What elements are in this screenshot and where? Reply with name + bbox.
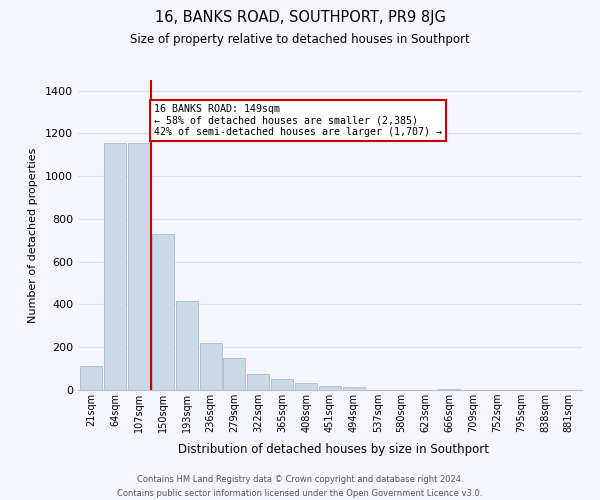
Bar bbox=[439, 389, 460, 390]
Text: Distribution of detached houses by size in Southport: Distribution of detached houses by size … bbox=[178, 442, 488, 456]
Bar bbox=[247, 374, 269, 390]
Bar bbox=[200, 343, 221, 390]
Y-axis label: Number of detached properties: Number of detached properties bbox=[28, 148, 38, 322]
Text: Contains HM Land Registry data © Crown copyright and database right 2024.
Contai: Contains HM Land Registry data © Crown c… bbox=[118, 476, 482, 498]
Bar bbox=[152, 234, 174, 390]
Text: 16 BANKS ROAD: 149sqm
← 58% of detached houses are smaller (2,385)
42% of semi-d: 16 BANKS ROAD: 149sqm ← 58% of detached … bbox=[154, 104, 442, 136]
Bar bbox=[295, 383, 317, 390]
Text: Size of property relative to detached houses in Southport: Size of property relative to detached ho… bbox=[130, 32, 470, 46]
Bar bbox=[271, 380, 293, 390]
Bar bbox=[176, 302, 197, 390]
Bar bbox=[343, 387, 365, 390]
Bar bbox=[128, 143, 150, 390]
Bar bbox=[104, 143, 126, 390]
Bar bbox=[80, 366, 102, 390]
Bar bbox=[223, 358, 245, 390]
Text: 16, BANKS ROAD, SOUTHPORT, PR9 8JG: 16, BANKS ROAD, SOUTHPORT, PR9 8JG bbox=[155, 10, 445, 25]
Bar bbox=[319, 386, 341, 390]
